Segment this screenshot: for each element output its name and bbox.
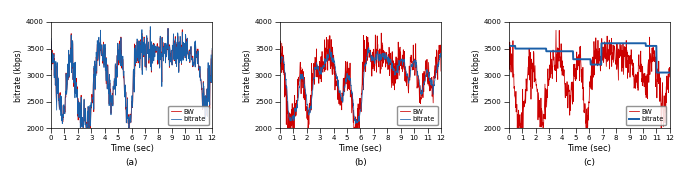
BW (546, 68, 554, 70)
Line: BW: BW (280, 33, 441, 128)
BW (284, 127, 292, 129)
bitrate (47, 38, 55, 40)
Legend: BW, bitrate: BW, bitrate (626, 106, 666, 125)
bitrate (384, 61, 392, 63)
BW (155, 62, 163, 64)
bitrate (317, 73, 325, 75)
BW (276, 65, 284, 67)
bitrate (505, 45, 513, 47)
Line: bitrate: bitrate (509, 43, 670, 73)
BW (377, 32, 386, 34)
BW (578, 73, 586, 75)
BW (75, 113, 84, 115)
bitrate (142, 69, 150, 71)
BW (437, 70, 445, 72)
bitrate (88, 96, 97, 99)
bitrate (146, 26, 154, 28)
BW (384, 69, 392, 71)
bitrate (352, 123, 360, 125)
bitrate (304, 111, 312, 113)
bitrate (120, 83, 129, 85)
bitrate (613, 42, 621, 44)
bitrate (533, 48, 541, 50)
Y-axis label: bitrate (kbps): bitrate (kbps) (243, 49, 252, 102)
BW (305, 110, 313, 112)
BW (349, 112, 357, 114)
BW (666, 76, 674, 78)
BW (533, 88, 541, 90)
BW (513, 127, 522, 129)
BW (88, 96, 97, 98)
bitrate (364, 47, 373, 49)
BW (552, 29, 560, 31)
Legend: BW, bitrate: BW, bitrate (169, 106, 209, 125)
X-axis label: Time (sec): Time (sec) (339, 144, 382, 153)
BW (47, 40, 55, 42)
bitrate (598, 42, 606, 44)
Legend: BW, bitrate: BW, bitrate (397, 106, 438, 125)
bitrate (371, 57, 379, 59)
X-axis label: Time (sec): Time (sec) (567, 144, 611, 153)
BW (120, 81, 129, 83)
bitrate (349, 98, 357, 100)
BW (142, 66, 150, 68)
bitrate (208, 47, 216, 49)
Title: (c): (c) (583, 158, 595, 167)
bitrate (546, 50, 554, 52)
Title: (a): (a) (125, 158, 138, 167)
Title: (b): (b) (354, 158, 367, 167)
BW (79, 127, 87, 129)
bitrate (666, 71, 674, 74)
bitrate (169, 48, 177, 50)
Line: BW: BW (509, 30, 670, 128)
bitrate (600, 42, 608, 44)
X-axis label: Time (sec): Time (sec) (109, 144, 154, 153)
bitrate (626, 42, 634, 44)
BW (371, 60, 379, 62)
BW (505, 68, 513, 70)
bitrate (398, 60, 406, 62)
BW (318, 68, 326, 70)
Line: bitrate: bitrate (51, 27, 212, 128)
BW (169, 45, 177, 47)
bitrate (577, 58, 585, 60)
Line: BW: BW (51, 28, 212, 128)
Y-axis label: bitrate (kbps): bitrate (kbps) (14, 49, 23, 102)
bitrate (75, 113, 84, 115)
bitrate (155, 48, 163, 50)
BW (626, 54, 634, 56)
bitrate (437, 57, 445, 59)
BW (600, 55, 608, 57)
Y-axis label: bitrate (kbps): bitrate (kbps) (472, 49, 481, 102)
BW (208, 49, 216, 51)
Line: bitrate: bitrate (280, 48, 441, 124)
BW (613, 68, 621, 70)
bitrate (80, 127, 88, 129)
bitrate (653, 71, 661, 74)
BW (398, 65, 406, 67)
bitrate (276, 66, 284, 68)
BW (164, 27, 172, 29)
